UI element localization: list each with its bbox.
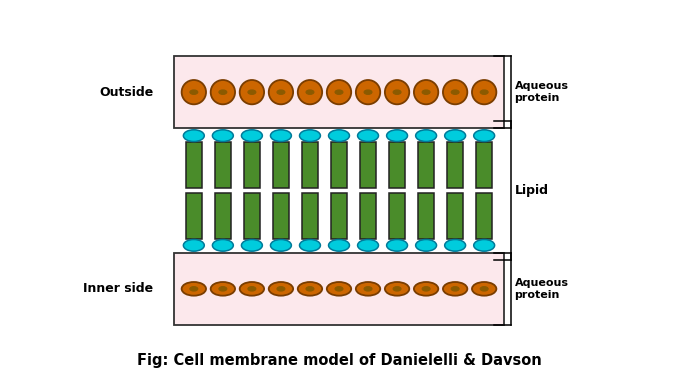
Ellipse shape (271, 130, 292, 141)
Bar (244, 193, 260, 239)
Ellipse shape (219, 287, 227, 291)
Text: Inner side: Inner side (83, 282, 153, 295)
Ellipse shape (472, 282, 496, 296)
Ellipse shape (414, 282, 438, 296)
Ellipse shape (422, 287, 430, 291)
Ellipse shape (385, 80, 410, 104)
Ellipse shape (183, 130, 204, 141)
Ellipse shape (480, 90, 488, 94)
Ellipse shape (182, 80, 206, 104)
Ellipse shape (300, 240, 321, 251)
Ellipse shape (248, 90, 256, 94)
Bar (447, 193, 463, 239)
Ellipse shape (356, 282, 380, 296)
Ellipse shape (327, 80, 351, 104)
Bar (331, 193, 347, 239)
Ellipse shape (306, 287, 314, 291)
Ellipse shape (298, 282, 322, 296)
Ellipse shape (416, 130, 437, 141)
Ellipse shape (386, 130, 407, 141)
Text: Fig: Cell membrane model of Danielelli & Davson: Fig: Cell membrane model of Danielelli &… (137, 353, 541, 368)
Ellipse shape (300, 130, 321, 141)
Ellipse shape (414, 80, 438, 104)
Bar (273, 142, 289, 188)
Bar (476, 142, 492, 188)
Bar (186, 193, 202, 239)
Ellipse shape (240, 282, 264, 296)
Ellipse shape (335, 90, 343, 94)
Ellipse shape (219, 90, 227, 94)
Ellipse shape (357, 240, 378, 251)
Bar (360, 142, 376, 188)
Bar (331, 142, 347, 188)
Ellipse shape (357, 130, 378, 141)
Bar (447, 142, 463, 188)
Ellipse shape (335, 287, 343, 291)
Ellipse shape (183, 240, 204, 251)
Ellipse shape (385, 282, 410, 296)
Bar (215, 193, 231, 239)
Bar (302, 142, 318, 188)
Ellipse shape (364, 287, 372, 291)
Ellipse shape (443, 282, 467, 296)
Ellipse shape (211, 80, 235, 104)
Ellipse shape (271, 240, 292, 251)
Ellipse shape (416, 240, 437, 251)
Bar (174, 253, 504, 325)
Ellipse shape (364, 90, 372, 94)
Bar (273, 193, 289, 239)
Bar (418, 193, 434, 239)
Ellipse shape (248, 287, 256, 291)
Ellipse shape (212, 240, 233, 251)
Bar (215, 142, 231, 188)
Ellipse shape (298, 80, 322, 104)
Bar (360, 193, 376, 239)
Bar (389, 142, 405, 188)
Ellipse shape (327, 282, 351, 296)
Ellipse shape (422, 90, 430, 94)
Ellipse shape (306, 90, 314, 94)
Ellipse shape (451, 90, 459, 94)
Ellipse shape (443, 80, 467, 104)
Ellipse shape (241, 130, 262, 141)
Ellipse shape (277, 287, 285, 291)
Bar (302, 193, 318, 239)
Bar (418, 142, 434, 188)
Ellipse shape (451, 287, 459, 291)
Ellipse shape (240, 80, 264, 104)
Bar (389, 193, 405, 239)
Ellipse shape (393, 90, 401, 94)
Ellipse shape (445, 130, 466, 141)
Ellipse shape (445, 240, 466, 251)
Bar (186, 142, 202, 188)
Ellipse shape (182, 282, 206, 296)
Ellipse shape (277, 90, 285, 94)
Text: Aqueous
protein: Aqueous protein (515, 82, 569, 103)
Ellipse shape (356, 80, 380, 104)
Ellipse shape (393, 287, 401, 291)
Bar (174, 56, 504, 128)
Ellipse shape (268, 80, 293, 104)
Ellipse shape (329, 240, 349, 251)
Ellipse shape (190, 90, 198, 94)
Ellipse shape (211, 282, 235, 296)
Bar (244, 142, 260, 188)
Ellipse shape (474, 240, 495, 251)
Ellipse shape (329, 130, 349, 141)
Ellipse shape (268, 282, 293, 296)
Ellipse shape (386, 240, 407, 251)
Ellipse shape (190, 287, 198, 291)
Ellipse shape (241, 240, 262, 251)
Ellipse shape (474, 130, 495, 141)
Text: Outside: Outside (99, 86, 153, 99)
Ellipse shape (480, 287, 488, 291)
Bar (476, 193, 492, 239)
Ellipse shape (472, 80, 496, 104)
Text: Aqueous
protein: Aqueous protein (515, 278, 569, 299)
Ellipse shape (212, 130, 233, 141)
Text: Lipid: Lipid (515, 184, 549, 197)
